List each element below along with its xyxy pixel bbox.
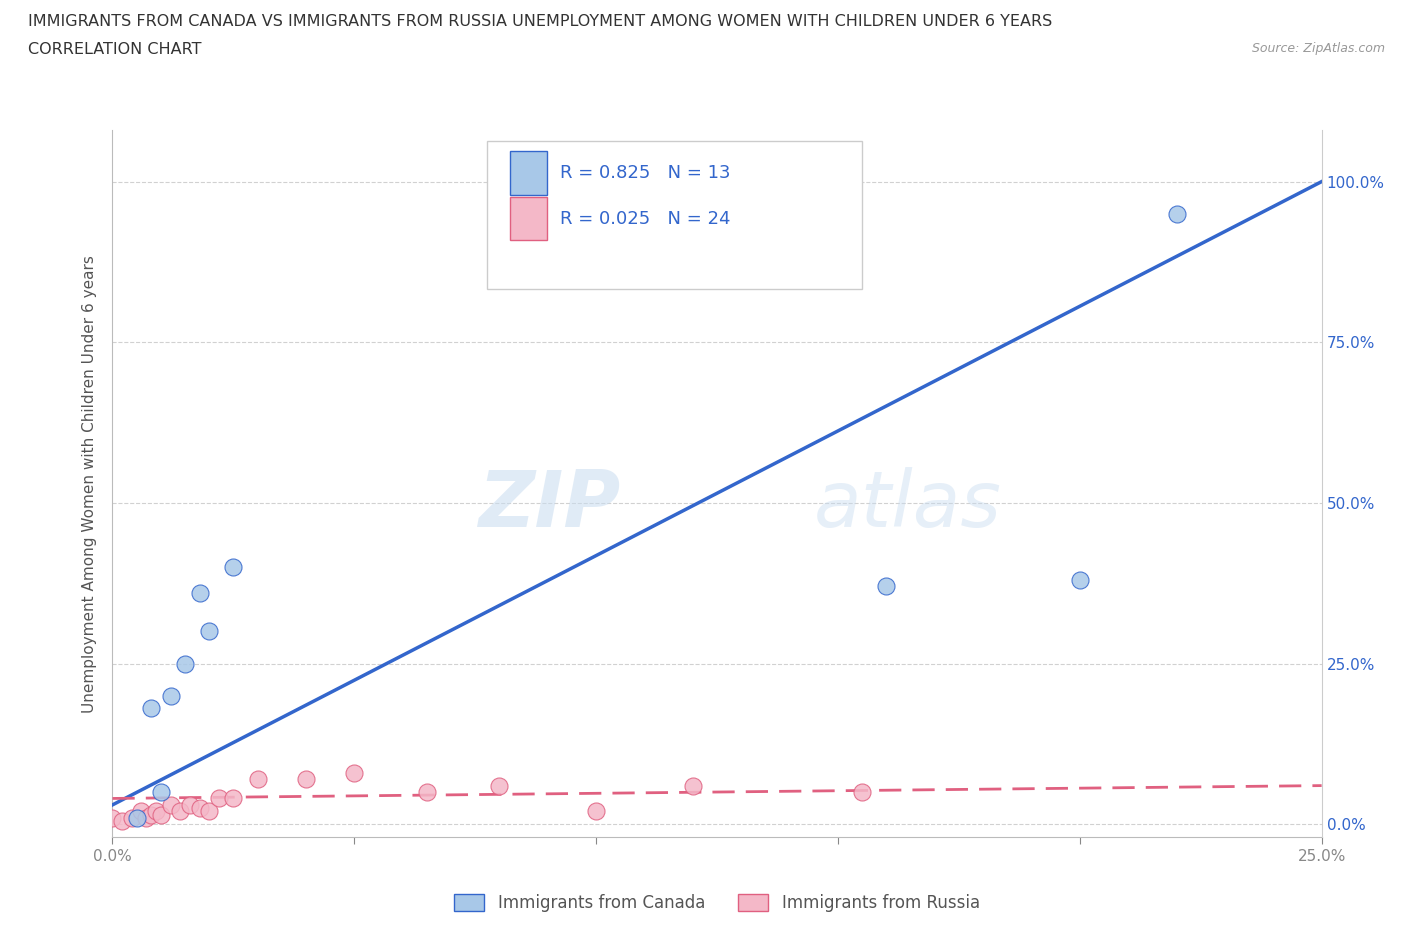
Point (101, 810, 124, 825)
Point (135, 810, 157, 825)
Text: CORRELATION CHART: CORRELATION CHART (28, 42, 201, 57)
Point (1166, 206, 1188, 221)
Point (188, 585, 211, 600)
Point (875, 579, 897, 594)
Point (488, 778, 510, 793)
Point (1069, 573, 1091, 588)
Legend: Immigrants from Canada, Immigrants from Russia: Immigrants from Canada, Immigrants from … (446, 885, 988, 921)
Point (295, 772, 318, 787)
Y-axis label: Unemployment Among Women with Children Under 6 years: Unemployment Among Women with Children U… (82, 255, 97, 712)
Point (159, 797, 181, 812)
Point (222, 560, 245, 575)
Point (851, 785, 873, 800)
Point (198, 624, 221, 639)
Point (208, 791, 231, 806)
Point (416, 785, 439, 800)
Text: atlas: atlas (814, 467, 1001, 543)
Text: ZIP: ZIP (478, 467, 620, 543)
Point (682, 778, 704, 793)
Point (131, 804, 153, 818)
Point (159, 688, 181, 703)
Point (222, 791, 245, 806)
Point (111, 814, 134, 829)
Point (149, 785, 172, 800)
Point (174, 656, 197, 671)
Point (188, 801, 211, 816)
Point (141, 701, 163, 716)
Point (585, 804, 607, 818)
FancyBboxPatch shape (510, 151, 547, 194)
Point (125, 810, 148, 825)
Point (121, 810, 143, 825)
Point (246, 772, 269, 787)
Text: IMMIGRANTS FROM CANADA VS IMMIGRANTS FROM RUSSIA UNEMPLOYMENT AMONG WOMEN WITH C: IMMIGRANTS FROM CANADA VS IMMIGRANTS FRO… (28, 14, 1052, 29)
FancyBboxPatch shape (488, 140, 862, 289)
Point (169, 804, 191, 818)
Text: R = 0.025   N = 24: R = 0.025 N = 24 (560, 209, 730, 228)
Point (149, 807, 172, 822)
Point (141, 807, 163, 822)
Point (343, 765, 366, 780)
Point (198, 804, 221, 818)
Point (145, 804, 167, 818)
Text: Source: ZipAtlas.com: Source: ZipAtlas.com (1251, 42, 1385, 55)
FancyBboxPatch shape (510, 196, 547, 241)
Point (179, 797, 201, 812)
Text: R = 0.825   N = 13: R = 0.825 N = 13 (560, 164, 730, 181)
